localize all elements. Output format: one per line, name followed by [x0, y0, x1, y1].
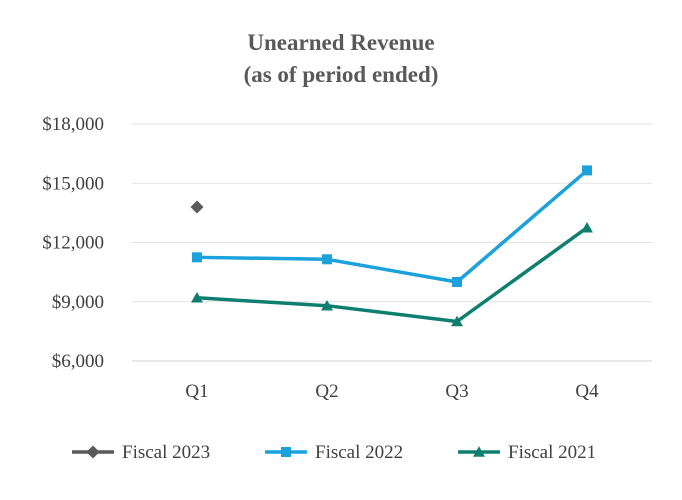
- legend-marker: [281, 447, 291, 457]
- x-tick-label: Q2: [315, 381, 338, 402]
- legend-label: Fiscal 2023: [122, 442, 210, 463]
- y-tick-label: $15,000: [42, 173, 104, 194]
- data-point: [190, 200, 204, 214]
- x-axis: Q1 Q2 Q3 Q4: [185, 381, 599, 402]
- legend-label: Fiscal 2022: [315, 442, 403, 463]
- data-point: [192, 252, 202, 263]
- series-fiscal-2021: [191, 221, 593, 327]
- data-point: [582, 165, 592, 176]
- legend-label: Fiscal 2021: [508, 442, 596, 463]
- y-tick-label: $18,000: [42, 114, 104, 135]
- legend-marker: [473, 446, 485, 457]
- data-point: [191, 292, 203, 303]
- chart-title: Unearned Revenue: [247, 30, 434, 55]
- data-point: [581, 221, 593, 233]
- gridlines: [132, 123, 652, 303]
- data-point: [452, 277, 462, 287]
- series-line: [196, 226, 589, 324]
- series-fiscal-2023: [190, 200, 204, 214]
- data-point: [451, 315, 463, 327]
- legend-item: Fiscal 2021: [458, 442, 596, 463]
- x-tick-label: Q1: [185, 381, 208, 402]
- x-tick-label: Q3: [445, 381, 468, 402]
- chart-subtitle: (as of period ended): [244, 62, 439, 87]
- series-fiscal-2022: [192, 165, 592, 287]
- y-axis: $6,000 $9,000 $12,000 $15,000 $18,000: [42, 114, 104, 372]
- legend: Fiscal 2023 Fiscal 2022 Fiscal 2021: [72, 442, 596, 463]
- series-group: [190, 165, 593, 327]
- legend-item: Fiscal 2023: [72, 442, 210, 463]
- legend-item: Fiscal 2022: [265, 442, 403, 463]
- y-tick-label: $9,000: [52, 292, 104, 313]
- data-point: [322, 254, 332, 265]
- series-line: [196, 169, 589, 284]
- y-tick-label: $6,000: [52, 351, 104, 372]
- y-tick-label: $12,000: [42, 233, 104, 254]
- legend-marker: [86, 445, 100, 459]
- x-tick-label: Q4: [575, 381, 599, 402]
- data-point: [321, 299, 333, 311]
